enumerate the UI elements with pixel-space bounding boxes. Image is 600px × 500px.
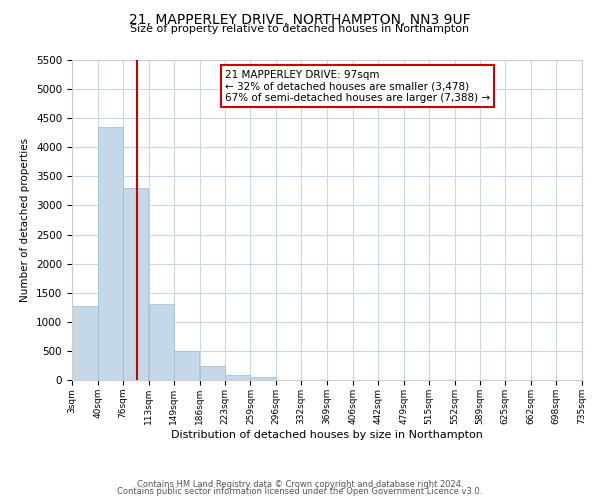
Bar xyxy=(98,128,122,380)
Bar xyxy=(200,366,225,380)
Text: Contains public sector information licensed under the Open Government Licence v3: Contains public sector information licen… xyxy=(118,487,482,496)
Bar xyxy=(174,352,199,380)
Bar xyxy=(72,306,98,380)
Bar xyxy=(149,304,173,380)
Bar xyxy=(251,377,276,380)
Text: Contains HM Land Registry data © Crown copyright and database right 2024.: Contains HM Land Registry data © Crown c… xyxy=(137,480,463,489)
Bar xyxy=(226,375,250,380)
Text: 21, MAPPERLEY DRIVE, NORTHAMPTON, NN3 9UF: 21, MAPPERLEY DRIVE, NORTHAMPTON, NN3 9U… xyxy=(129,12,471,26)
Text: 21 MAPPERLEY DRIVE: 97sqm
← 32% of detached houses are smaller (3,478)
67% of se: 21 MAPPERLEY DRIVE: 97sqm ← 32% of detac… xyxy=(225,70,490,103)
Text: Size of property relative to detached houses in Northampton: Size of property relative to detached ho… xyxy=(130,24,470,34)
Bar xyxy=(123,188,148,380)
X-axis label: Distribution of detached houses by size in Northampton: Distribution of detached houses by size … xyxy=(171,430,483,440)
Y-axis label: Number of detached properties: Number of detached properties xyxy=(20,138,31,302)
